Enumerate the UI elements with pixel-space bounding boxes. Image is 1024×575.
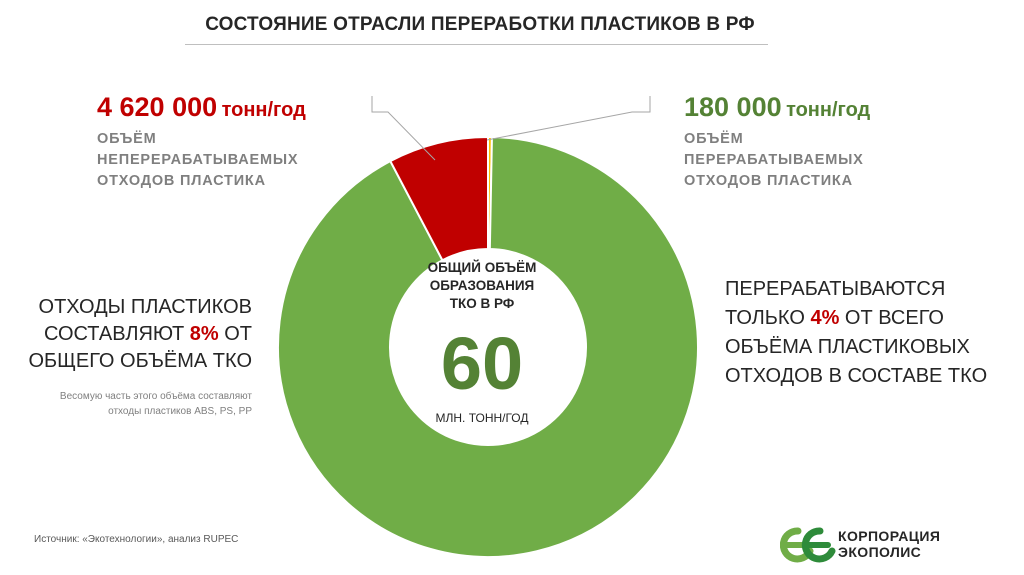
- logo-wordmark: КОРПОРАЦИЯ ЭКОПОЛИС: [838, 528, 940, 560]
- unprocessed-caption-3: ОТХОДОВ ПЛАСТИКА: [97, 173, 266, 189]
- plastic-note-line-1: ОТХОДЫ ПЛАСТИКОВ: [38, 296, 252, 318]
- logo-line-2: ЭКОПОЛИС: [838, 544, 922, 560]
- unprocessed-caption-1: ОБЪЁМ: [97, 131, 157, 147]
- unprocessed-callout: 4 620 000 тонн/год ОБЪЁМ НЕПЕРЕРАБАТЫВАЕ…: [97, 92, 377, 192]
- recycling-note-line-2b: ОТ ВСЕГО: [839, 307, 944, 329]
- donut-center-value: 60: [440, 322, 524, 405]
- donut-center-unit: МЛН. ТОНН/ГОД: [435, 411, 529, 425]
- plastic-note-line-2b: ОТ: [218, 323, 252, 345]
- recycling-share-note: ПЕРЕРАБАТЫВАЮТСЯ ТОЛЬКО 4% ОТ ВСЕГО ОБЪЁ…: [725, 275, 1015, 391]
- plastic-note-line-2a: СОСТАВЛЯЮТ: [43, 323, 190, 345]
- processed-caption-1: ОБЪЁМ: [684, 131, 744, 147]
- recycling-note-line-2a: ТОЛЬКО: [725, 307, 811, 329]
- unprocessed-unit: тонн/год: [221, 99, 306, 121]
- center-line-2: ОБРАЗОВАНИЯ: [429, 278, 535, 293]
- plastic-share-note: ОТХОДЫ ПЛАСТИКОВ СОСТАВЛЯЮТ 8% ОТ ОБЩЕГО…: [20, 294, 252, 375]
- unprocessed-caption-2: НЕПЕРЕРАБАТЫВАЕМЫХ: [97, 152, 299, 168]
- processed-callout: 180 000 тонн/год ОБЪЁМ ПЕРЕРАБАТЫВАЕМЫХ …: [684, 92, 984, 192]
- donut-center-caption: ОБЩИЙ ОБЪЁМ ОБРАЗОВАНИЯ ТКО В РФ: [408, 259, 556, 313]
- right-leader-line: [486, 96, 651, 141]
- donut-slice-unprocessed: [388, 135, 489, 262]
- plastic-share-footnote: Весомую часть этого объёма составляют от…: [20, 389, 252, 419]
- left-leader-line: [371, 96, 436, 161]
- donut-slice-other: [276, 136, 699, 558]
- processed-caption-3: ОТХОДОВ ПЛАСТИКА: [684, 173, 853, 189]
- center-line-1: ОБЩИЙ ОБЪЁМ: [427, 260, 537, 275]
- processed-caption-2: ПЕРЕРАБАТЫВАЕМЫХ: [684, 152, 864, 168]
- recycling-note-line-1: ПЕРЕРАБАТЫВАЮТСЯ: [725, 278, 946, 300]
- unprocessed-value: 4 620 000: [97, 92, 218, 122]
- plastic-share-pct: 8%: [189, 323, 219, 345]
- center-line-3: ТКО В РФ: [449, 296, 515, 311]
- logo-line-1: КОРПОРАЦИЯ: [838, 528, 941, 544]
- processed-value: 180 000: [684, 92, 782, 122]
- page-title: СОСТОЯНИЕ ОТРАСЛИ ПЕРЕРАБОТКИ ПЛАСТИКОВ …: [205, 14, 755, 35]
- source-note: Источник: «Экотехнологии», анализ RUPEC: [34, 534, 239, 545]
- plastic-note-line-3: ОБЩЕГО ОБЪЁМА ТКО: [28, 350, 252, 372]
- recycling-note-line-4: ОТХОДОВ В СОСТАВЕ ТКО: [725, 365, 988, 387]
- footnote-line-2: отходы пластиков ABS, PS, PP: [108, 406, 252, 417]
- ekopolis-logo-icon: [780, 527, 836, 563]
- processed-unit: тонн/год: [786, 99, 871, 121]
- recycling-share-pct: 4%: [810, 307, 840, 329]
- footnote-line-1: Весомую часть этого объёма составляют: [59, 391, 252, 402]
- title-divider: [185, 44, 768, 45]
- recycling-note-line-3: ОБЪЁМА ПЛАСТИКОВЫХ: [725, 336, 970, 358]
